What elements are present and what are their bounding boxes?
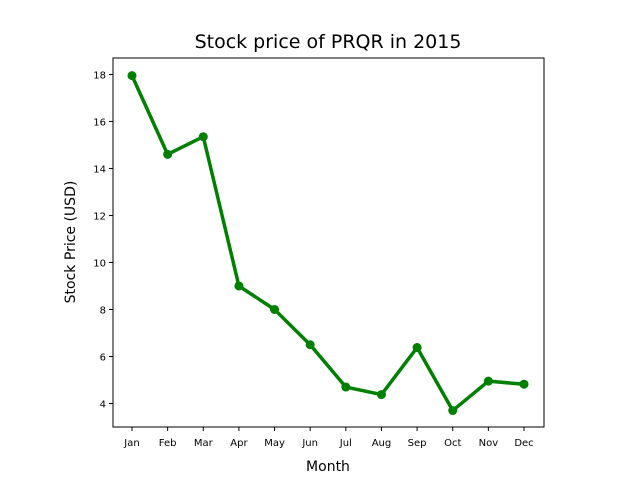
x-tick-label: May (264, 438, 285, 449)
y-tick-label: 10 (93, 258, 106, 269)
data-point (270, 304, 280, 314)
data-point (305, 340, 315, 350)
data-point (127, 71, 137, 81)
data-point (519, 379, 529, 389)
data-point (234, 281, 244, 291)
y-tick-label: 8 (100, 305, 106, 316)
x-tick-label: Dec (514, 438, 533, 449)
data-point (412, 343, 422, 353)
x-tick-label: Mar (194, 438, 214, 449)
y-tick-label: 4 (100, 399, 106, 410)
data-point (376, 390, 386, 400)
y-tick-label: 14 (93, 164, 106, 175)
plot-frame (112, 57, 545, 428)
x-tick-label: Jan (123, 438, 139, 449)
y-axis: 4 6 8 10 12 14 16 18 (93, 70, 113, 410)
x-tick-label: Aug (372, 438, 392, 449)
data-point (163, 149, 173, 159)
x-tick-label: Nov (479, 438, 499, 449)
data-point (483, 376, 493, 386)
x-tick-label: Oct (444, 438, 461, 449)
x-axis-label: Month (306, 459, 350, 475)
chart-title: Stock price of PRQR in 2015 (195, 31, 462, 53)
y-tick-label: 18 (93, 70, 106, 81)
y-tick-label: 16 (93, 117, 106, 128)
data-point (198, 132, 208, 142)
x-axis: Jan Feb Mar Apr May Jun Jul Aug Sep Oct Nov Dec (123, 427, 534, 449)
data-point (448, 406, 458, 416)
x-tick-label: Jul (339, 438, 352, 449)
y-tick-label: 12 (93, 211, 106, 222)
y-tick-label: 6 (100, 352, 106, 363)
series-line (130, 74, 525, 413)
x-tick-label: Feb (159, 438, 177, 449)
y-axis-label: Stock Price (USD) (63, 181, 79, 304)
data-point (341, 382, 351, 392)
price-series (127, 71, 529, 416)
x-tick-label: Jun (301, 438, 318, 449)
x-tick-label: Sep (408, 438, 427, 449)
x-tick-label: Apr (230, 438, 248, 449)
